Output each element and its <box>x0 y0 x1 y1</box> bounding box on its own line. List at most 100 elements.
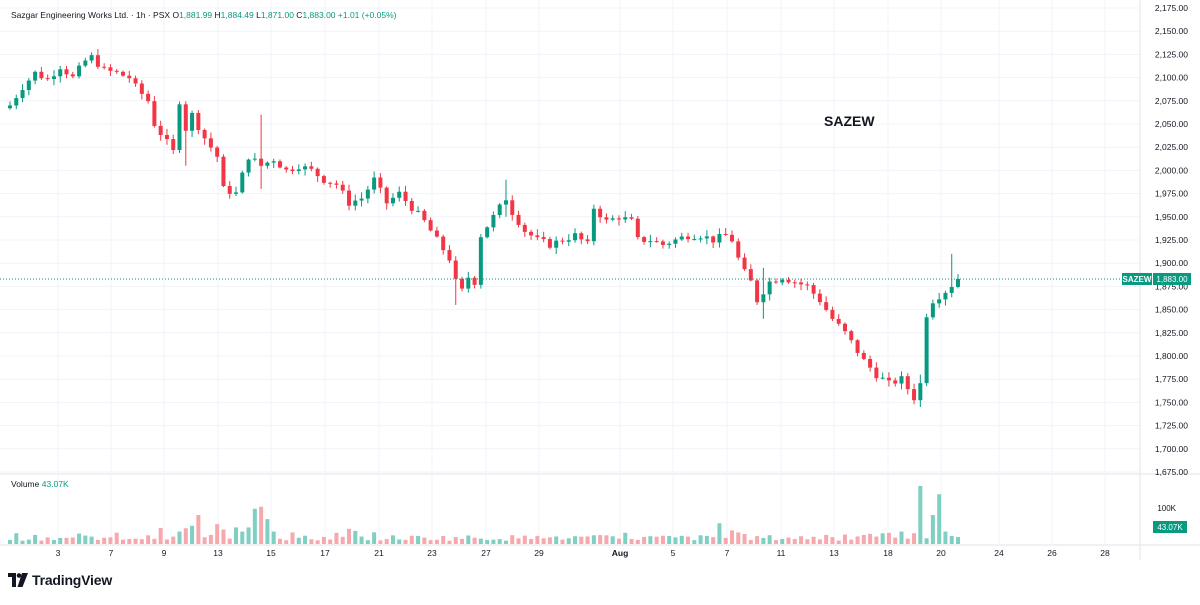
volume-bar <box>296 537 301 544</box>
price-tag-value: 1,883.00 <box>1156 275 1188 284</box>
candle-body <box>139 83 144 94</box>
candle-body <box>842 323 847 332</box>
volume-bar <box>729 530 734 544</box>
candle-body <box>485 227 490 238</box>
candles <box>8 49 960 408</box>
volume-bar <box>736 532 741 544</box>
candle-body <box>441 236 446 251</box>
candle-body <box>660 241 665 245</box>
volume-bar <box>208 534 213 544</box>
candle-body <box>372 177 377 190</box>
volume-bar <box>121 539 126 544</box>
candle-body <box>547 239 552 248</box>
volume-bar <box>353 530 358 544</box>
candle-body <box>277 161 282 168</box>
candle-body <box>102 66 107 68</box>
volume-bar <box>861 534 866 544</box>
candle-body <box>265 162 270 166</box>
volume-bar <box>171 536 176 544</box>
candle-body <box>83 60 88 66</box>
volume-bar <box>447 540 452 544</box>
candle-body <box>466 277 471 289</box>
price-tag-symbol: SAZEW <box>1123 275 1152 284</box>
candle-body <box>8 105 12 109</box>
candle-body <box>949 286 954 293</box>
candle-body <box>121 71 126 76</box>
price-tick-label: 2,100.00 <box>1155 73 1188 83</box>
volume-bar <box>303 535 308 544</box>
time-tick-label: 9 <box>162 548 167 558</box>
volume-bar <box>704 535 709 544</box>
price-tick-label: 1,925.00 <box>1155 235 1188 245</box>
price-tick-label: 1,875.00 <box>1155 281 1188 291</box>
volume-bar <box>780 539 785 544</box>
candle-body <box>158 125 163 135</box>
candle-body <box>930 303 935 318</box>
volume-bar <box>51 539 56 544</box>
volume-bar <box>347 528 352 544</box>
candle-body <box>384 187 389 204</box>
tradingview-brand[interactable]: TradingView <box>8 572 112 588</box>
volume-bar <box>824 534 829 544</box>
price-tick-label: 1,950.00 <box>1155 212 1188 222</box>
candle-body <box>698 238 703 240</box>
candle-body <box>830 309 835 319</box>
candle-body <box>817 293 822 303</box>
volume-bar <box>403 539 408 544</box>
candle-body <box>667 243 672 245</box>
candle-body <box>51 76 56 80</box>
volume-bar <box>460 538 465 544</box>
candle-body <box>503 200 508 205</box>
time-tick-label: 29 <box>534 548 544 558</box>
candle-body <box>886 377 891 381</box>
candle-body <box>378 177 383 188</box>
volume-bar <box>89 536 94 544</box>
price-axis[interactable]: 2,175.00 2,150.00 2,125.00 2,100.00 2,075.00… <box>1155 3 1188 477</box>
volume-bar <box>667 536 672 544</box>
volume-bar <box>886 532 891 544</box>
volume-bar <box>560 539 565 544</box>
volume-bar <box>453 537 458 544</box>
candle-body <box>880 377 885 379</box>
candle-body <box>234 192 239 194</box>
volume-bar <box>102 537 107 544</box>
candle-body <box>899 376 904 384</box>
candle-body <box>824 302 829 310</box>
candle-body <box>240 172 245 193</box>
candle-body <box>196 112 201 130</box>
ohlc-label-c: C <box>293 10 303 20</box>
time-tick-label: 7 <box>109 548 114 558</box>
overlays: SAZEW 1,883.00 100K 43.07K <box>0 272 1191 533</box>
candle-body <box>296 169 301 171</box>
volume-bar <box>723 537 728 544</box>
volume-bar <box>183 528 188 544</box>
candle-body <box>573 233 578 241</box>
time-tick-label: 13 <box>213 548 223 558</box>
price-tick-label: 1,775.00 <box>1155 374 1188 384</box>
volume-bar <box>510 535 515 544</box>
candle-body <box>190 112 195 131</box>
volume-bar <box>45 537 50 544</box>
symbol-watermark: SAZEW <box>824 113 875 129</box>
volume-bar <box>642 536 647 544</box>
candle-body <box>171 139 176 151</box>
symbol-legend[interactable]: Sazgar Engineering Works Ltd. · 1h · PSX… <box>11 10 397 20</box>
candle-body <box>133 78 138 84</box>
volume-bar <box>14 533 19 544</box>
tradingview-logo-icon <box>8 573 28 587</box>
price-tick-label: 1,750.00 <box>1155 397 1188 407</box>
volume-bar <box>114 532 119 544</box>
time-axis[interactable]: 3 7 9 13 15 17 21 23 27 29 Aug 5 7 11 13 18 20 24 26 28 <box>56 548 1110 558</box>
volume-legend[interactable]: Volume 43.07K <box>11 479 69 489</box>
candle-body <box>711 236 716 243</box>
time-tick-label: 15 <box>266 548 276 558</box>
volume-bar <box>309 539 314 544</box>
ohlc-label-h: H <box>212 10 221 20</box>
volume-bar <box>146 535 151 544</box>
candle-body <box>77 65 82 77</box>
candle-body <box>956 278 960 287</box>
candle-body <box>610 218 615 220</box>
candle-body <box>460 278 465 289</box>
